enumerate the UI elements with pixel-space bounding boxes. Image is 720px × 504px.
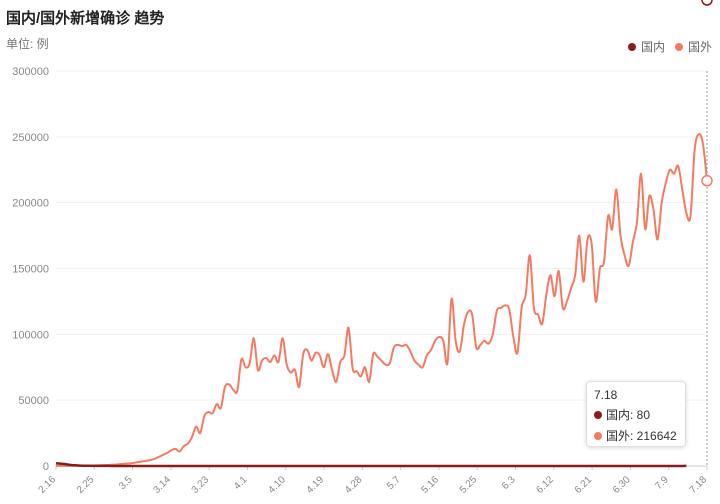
- legend: 国内 国外: [627, 38, 712, 55]
- legend-dot-foreign-icon: [674, 42, 683, 51]
- x-tick-label: 7.18: [688, 474, 710, 496]
- y-tick-label: 100000: [12, 329, 49, 341]
- x-tick-label: 3.23: [190, 474, 212, 496]
- tooltip-row-foreign: 国外: 216642: [594, 427, 678, 444]
- legend-label-foreign: 国外: [687, 40, 712, 54]
- tooltip-dot-domestic-icon: [594, 410, 602, 419]
- legend-item-domestic[interactable]: 国内: [627, 38, 665, 55]
- x-tick-label: 6.12: [534, 474, 556, 496]
- x-tick-label: 2.25: [75, 474, 97, 496]
- tooltip-dot-foreign-icon: [594, 431, 602, 440]
- x-tick-label: 5.7: [385, 474, 403, 492]
- y-tick-label: 300000: [12, 66, 49, 78]
- x-tick-label: 5.16: [420, 474, 442, 496]
- hover-point-domestic: [701, 0, 713, 6]
- legend-label-domestic: 国内: [640, 40, 665, 54]
- y-tick-label: 250000: [12, 132, 49, 144]
- page-title: 国内/国外新增确诊 趋势: [6, 10, 165, 27]
- x-tick-label: 5.25: [458, 474, 480, 496]
- series-line-foreign: [55, 132, 708, 467]
- tooltip-date: 7.18: [594, 388, 618, 402]
- series-line-domestic: [55, 462, 687, 468]
- x-tick-label: 2.16: [37, 474, 59, 496]
- x-tick-label: 6.3: [500, 474, 518, 492]
- tooltip-label-foreign: 国外: 216642: [606, 429, 677, 443]
- tooltip-label-domestic: 国内: 80: [606, 408, 651, 422]
- x-tick-label: 7.9: [653, 474, 671, 492]
- x-tick-label: 4.28: [343, 474, 365, 496]
- legend-dot-domestic-icon: [627, 42, 636, 51]
- unit-label: 单位: 例: [6, 37, 49, 51]
- y-tick-label: 0: [43, 461, 49, 473]
- x-tick-label: 6.21: [573, 474, 595, 496]
- x-tick-label: 6.30: [611, 474, 633, 496]
- y-tick-label: 150000: [12, 264, 49, 276]
- legend-item-foreign[interactable]: 国外: [674, 38, 712, 55]
- x-tick-label: 3.14: [151, 474, 173, 496]
- x-tick-label: 4.19: [305, 474, 327, 496]
- x-tick-label: 4.1: [232, 474, 250, 492]
- y-tick-label: 200000: [12, 198, 49, 210]
- hover-point-foreign: [701, 175, 713, 187]
- x-tick-label: 4.10: [266, 474, 288, 496]
- tooltip-row-domestic: 国内: 80: [594, 406, 678, 423]
- x-tick-label: 3.5: [117, 474, 135, 492]
- tooltip: 7.18 国内: 80 国外: 216642: [586, 381, 686, 447]
- y-tick-label: 50000: [18, 395, 49, 407]
